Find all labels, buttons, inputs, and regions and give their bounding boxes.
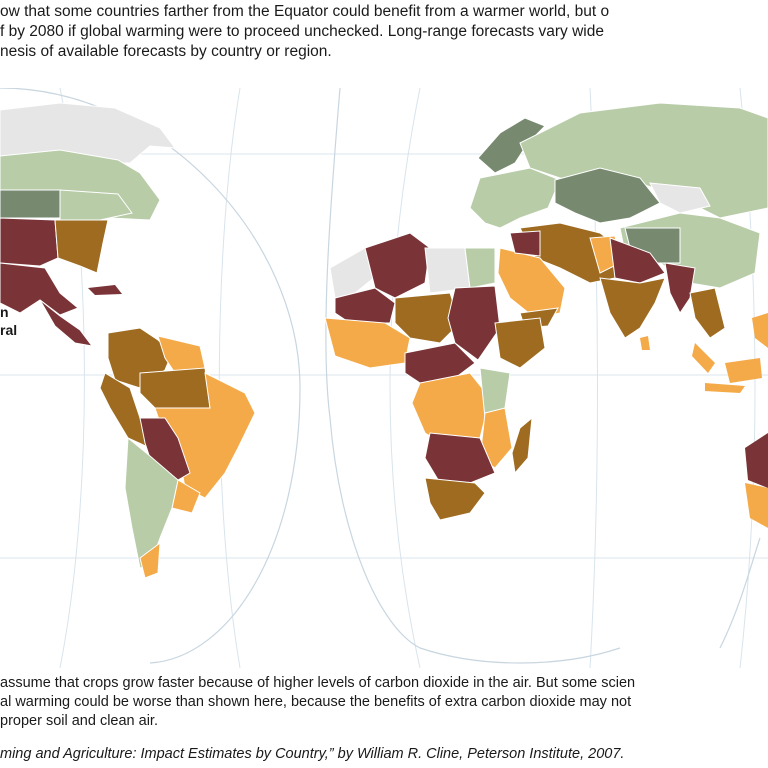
libya <box>424 247 471 294</box>
europe <box>469 167 561 229</box>
ecuador-peru <box>99 372 151 449</box>
indonesia-2 <box>725 358 762 383</box>
usa-southeast <box>54 219 109 274</box>
usa-northeast <box>59 189 133 221</box>
indochina <box>689 287 726 339</box>
intro-text: ow that some countries farther from the … <box>0 2 768 62</box>
madagascar <box>511 416 533 475</box>
legend-fragment-line-1: n <box>0 304 9 320</box>
sudan <box>447 285 501 361</box>
legend-fragment-line-2: ral <box>0 322 18 338</box>
europe-asia-north <box>469 102 768 289</box>
morocco-west <box>329 247 381 299</box>
bolivia-paraguay <box>139 417 191 481</box>
bangladesh-myanmar <box>664 262 696 314</box>
indonesia-3 <box>705 383 745 393</box>
brazil-north <box>139 367 211 409</box>
indonesia-1 <box>692 343 715 373</box>
asia-pacific <box>692 313 768 528</box>
africa <box>324 232 546 521</box>
source-credit: ming and Agriculture: Impact Estimates b… <box>0 746 625 762</box>
footnote-line-3: proper soil and clean air. <box>0 713 158 729</box>
patagonia <box>139 541 161 579</box>
australia-north <box>745 433 768 488</box>
mexico <box>0 262 79 316</box>
world-map-svg <box>0 88 768 668</box>
cuba <box>88 285 122 295</box>
legend-fragment: n ral <box>0 303 17 339</box>
niger-chad <box>394 292 461 344</box>
mauritania-mali <box>334 287 396 324</box>
intro-line-2: f by 2080 if global warming were to proc… <box>0 23 604 40</box>
intro-line-3: nesis of available forecasts by country … <box>0 43 332 60</box>
footnote-line-1: assume that crops grow faster because of… <box>0 675 636 691</box>
central-america <box>39 299 94 347</box>
middle-east-south-asia <box>497 222 726 350</box>
philippines <box>752 313 768 348</box>
intro-line-1: ow that some countries farther from the … <box>0 3 610 20</box>
egypt <box>464 247 496 289</box>
world-map <box>0 88 768 668</box>
north-america <box>0 102 177 347</box>
india <box>599 277 666 339</box>
ethiopia-somalia <box>494 317 546 369</box>
india-north <box>609 237 666 284</box>
footnote-line-2: al warming could be worse than shown her… <box>0 694 632 710</box>
usa-north <box>0 189 61 219</box>
sri-lanka <box>640 336 650 350</box>
mongolia <box>649 182 711 214</box>
australia-south <box>745 483 768 528</box>
usa-southwest <box>0 217 59 267</box>
footnote: assume that crops grow faster because of… <box>0 674 768 731</box>
south-america <box>99 327 256 579</box>
south-africa <box>424 477 486 521</box>
iraq-syria <box>509 230 541 257</box>
kazakhstan <box>554 167 661 224</box>
